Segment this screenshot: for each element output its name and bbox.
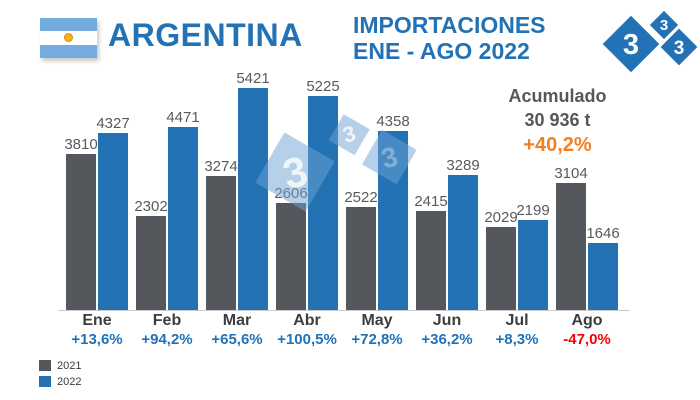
pct-change-label-Ago: -47,0% xyxy=(563,331,611,348)
legend-item-2021: 2021 xyxy=(39,358,81,373)
bar-2021-Abr xyxy=(276,203,306,310)
accumulated-label: Acumulado xyxy=(508,86,607,106)
accumulated-pct: +40,2% xyxy=(523,134,592,156)
legend-item-2022: 2022 xyxy=(39,374,81,389)
bar-value-label: 2302 xyxy=(134,198,168,215)
bar-value-label: 2606 xyxy=(274,185,308,202)
pct-change-label-May: +72,8% xyxy=(351,331,403,348)
bar-value-label: 5225 xyxy=(306,78,340,95)
bar-2022-Jun xyxy=(448,175,478,310)
bar-value-label: 4327 xyxy=(96,115,130,132)
accumulated-summary: Acumulado 30 936 t +40,2% xyxy=(460,84,655,159)
bar-2022-Abr xyxy=(308,96,338,310)
bar-value-label: 3274 xyxy=(204,158,238,175)
bar-value-label: 3289 xyxy=(446,157,480,174)
chart-legend: 2021 2022 xyxy=(39,358,81,390)
brand-333-logo-icon: 3 3 3 xyxy=(602,10,698,73)
bar-2021-Mar xyxy=(206,176,236,310)
bar-2021-Ene xyxy=(66,154,96,310)
bar-value-label: 3104 xyxy=(554,165,588,182)
bar-value-label: 2029 xyxy=(484,209,518,226)
bar-2022-Mar xyxy=(238,88,268,310)
month-label-May: May xyxy=(361,312,393,329)
bar-2022-Ene xyxy=(98,133,128,310)
pct-change-label-Jul: +8,3% xyxy=(495,331,539,348)
bar-2022-May xyxy=(378,131,408,310)
month-label-Jul: Jul xyxy=(505,312,529,329)
chart-title: IMPORTACIONES ENE - AGO 2022 xyxy=(353,12,546,64)
month-label-Ene: Ene xyxy=(82,312,112,329)
bar-2022-Jul xyxy=(518,220,548,310)
argentina-flag-icon xyxy=(40,18,97,58)
pct-change-label-Mar: +65,6% xyxy=(211,331,263,348)
month-label-Mar: Mar xyxy=(222,312,252,329)
month-label-Ago: Ago xyxy=(571,312,603,329)
pct-change-label-Jun: +36,2% xyxy=(421,331,473,348)
bar-2021-Jul xyxy=(486,227,516,310)
bar-value-label: 5421 xyxy=(236,70,270,87)
month-label-Jun: Jun xyxy=(432,312,462,329)
pct-change-label-Ene: +13,6% xyxy=(71,331,123,348)
flag-sun-icon xyxy=(64,33,73,43)
bar-2021-May xyxy=(346,207,376,310)
bar-value-label: 2522 xyxy=(344,189,378,206)
pct-change-label-Feb: +94,2% xyxy=(141,331,193,348)
legend-label: 2021 xyxy=(57,359,82,372)
legend-swatch-icon xyxy=(39,360,51,371)
legend-swatch-icon xyxy=(39,376,51,387)
page-title: ARGENTINA xyxy=(108,17,303,53)
logo-3-large: 3 xyxy=(623,29,639,61)
month-label-Feb: Feb xyxy=(152,312,182,329)
bar-2021-Feb xyxy=(136,216,166,310)
logo-3-small: 3 xyxy=(660,17,668,34)
chart-title-line1: IMPORTACIONES xyxy=(353,12,546,38)
bar-value-label: 1646 xyxy=(586,225,620,242)
x-axis-line xyxy=(58,310,630,311)
bar-2021-Ago xyxy=(556,183,586,310)
bar-value-label: 4358 xyxy=(376,113,410,130)
bar-value-label: 3810 xyxy=(64,136,98,153)
accumulated-total: 30 936 t xyxy=(524,110,591,130)
bar-value-label: 2199 xyxy=(516,202,550,219)
bar-value-label: 4471 xyxy=(166,109,200,126)
logo-3-medium: 3 xyxy=(674,38,685,59)
bar-value-label: 2415 xyxy=(414,193,448,210)
month-label-Abr: Abr xyxy=(293,312,321,329)
flag-band-top xyxy=(40,18,97,32)
bar-2022-Feb xyxy=(168,127,198,310)
bar-2022-Ago xyxy=(588,243,618,310)
pct-change-label-Abr: +100,5% xyxy=(277,331,337,348)
bar-2021-Jun xyxy=(416,211,446,310)
chart-title-line2: ENE - AGO 2022 xyxy=(353,38,530,64)
flag-band-middle xyxy=(40,31,97,45)
flag-band-bottom xyxy=(40,44,97,58)
legend-label: 2022 xyxy=(57,375,82,388)
